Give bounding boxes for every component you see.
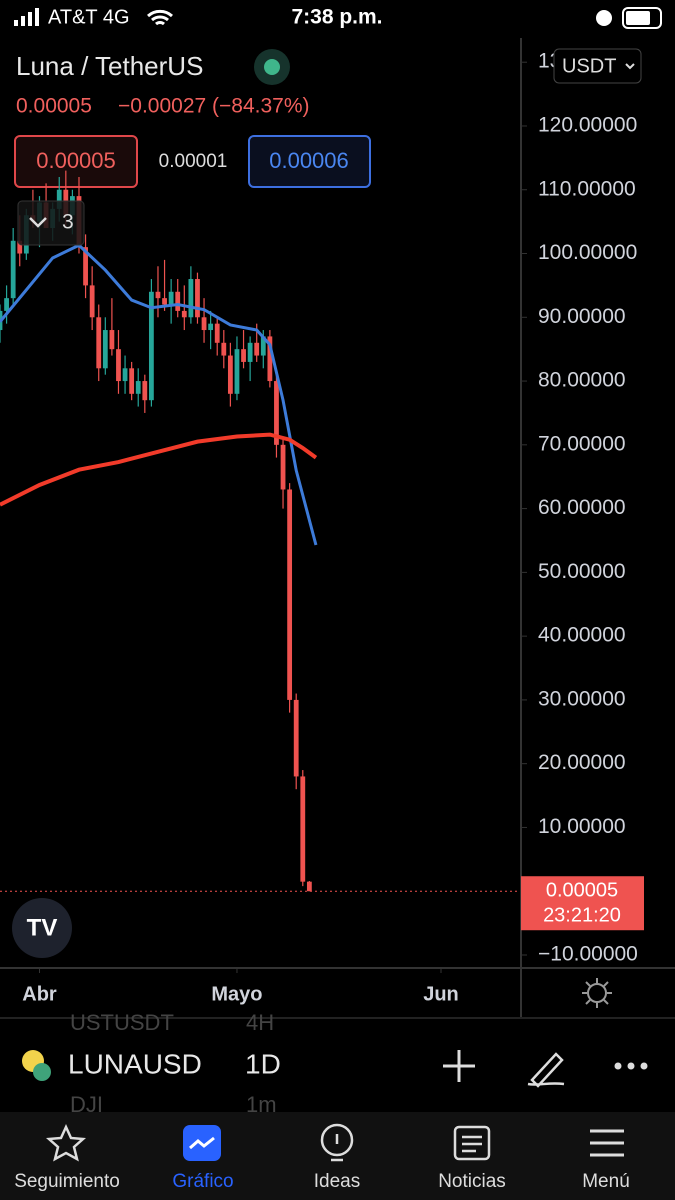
- candle-body: [306, 881, 312, 892]
- interval[interactable]: 1D: [245, 1048, 281, 1079]
- candle-body: [129, 368, 135, 394]
- y-tick-label: 50.00000: [538, 560, 626, 583]
- prev-symbol: USTUSDT: [70, 1010, 174, 1035]
- candle-body: [274, 381, 279, 445]
- y-tick-label: −10.00000: [538, 943, 638, 966]
- sell-button[interactable]: [14, 135, 138, 188]
- candle-body: [214, 323, 220, 343]
- bid[interactable]: 0.00005: [36, 148, 116, 173]
- candle-body: [234, 349, 240, 394]
- candle-body: [241, 349, 246, 362]
- clock: 7:38 p.m.: [291, 6, 382, 29]
- candle-body: [162, 298, 167, 305]
- tab-icon[interactable]: [45, 1123, 87, 1162]
- add-button[interactable]: [443, 1050, 475, 1082]
- candle-body: [247, 342, 253, 362]
- candle-body: [208, 323, 214, 331]
- y-tick-label: 90.00000: [538, 305, 626, 328]
- tab-label[interactable]: Gráfico: [172, 1171, 233, 1192]
- candle-body: [260, 336, 266, 356]
- indicators-toggle[interactable]: [17, 200, 85, 246]
- y-tick-label: 100.00000: [538, 241, 637, 264]
- moving-average: [0, 243, 318, 546]
- candle-body: [56, 189, 62, 209]
- candle-body: [201, 317, 207, 331]
- status-bar: AT&T 4G 7:38 p.m.: [14, 6, 662, 29]
- y-tick-label: 120.00000: [538, 114, 637, 137]
- candle-body: [181, 310, 187, 318]
- candle-body: [300, 776, 306, 882]
- settings-icon[interactable]: [582, 978, 612, 1008]
- candle-body: [109, 330, 115, 350]
- moving-average: [0, 432, 318, 507]
- tab-label[interactable]: Seguimiento: [14, 1171, 120, 1192]
- candle-body: [293, 699, 299, 777]
- x-tick-label: Mayo: [211, 983, 262, 1005]
- tv-logo[interactable]: [12, 898, 72, 958]
- y-tick-label: 20.00000: [538, 751, 626, 774]
- candle-body: [254, 342, 260, 356]
- candle-body: [116, 349, 121, 382]
- candle-body: [280, 444, 286, 490]
- candle-body: [135, 381, 141, 394]
- candle-body: [188, 279, 194, 318]
- y-tick-label: 10.00000: [538, 815, 626, 838]
- indicators-count[interactable]: 3: [62, 211, 74, 234]
- tab-label[interactable]: Menú: [582, 1171, 630, 1192]
- y-tick-label: 70.00000: [538, 432, 626, 455]
- tab-icon[interactable]: [590, 1129, 624, 1157]
- candle-body: [4, 298, 9, 311]
- candle-body: [148, 291, 154, 401]
- candle-body: [221, 342, 227, 356]
- spread: 0.00001: [159, 151, 228, 172]
- last-price-tag: [521, 876, 644, 931]
- candle-body: [195, 279, 200, 318]
- tab-icon[interactable]: [320, 1123, 354, 1157]
- y-tick-label: 30.00000: [538, 687, 626, 710]
- candle-body: [102, 330, 108, 369]
- candle-body: [89, 285, 95, 318]
- y-tick-label: 80.00000: [538, 369, 626, 392]
- draw-button[interactable]: [527, 1052, 565, 1088]
- symbol[interactable]: LUNAUSD: [68, 1048, 202, 1079]
- ask[interactable]: 0.00006: [269, 148, 349, 173]
- tab-label[interactable]: Noticias: [438, 1171, 506, 1192]
- last-price-label: 0.00005: [546, 880, 618, 902]
- candle-body: [168, 291, 174, 305]
- y-tick-label: 40.00000: [538, 624, 626, 647]
- price: 0.00005: [16, 95, 92, 118]
- candle-body: [96, 317, 102, 369]
- candle-body: [267, 336, 273, 382]
- candle-body: [122, 368, 128, 382]
- currency-button[interactable]: [553, 48, 642, 84]
- more-button[interactable]: [614, 1062, 648, 1070]
- y-tick-label: 60.00000: [538, 496, 626, 519]
- candle-body: [142, 381, 148, 401]
- tab-icon[interactable]: [453, 1125, 491, 1161]
- symbol-title: Luna / TetherUS: [16, 51, 203, 81]
- countdown: 23:21:20: [543, 905, 621, 927]
- candle-body: [287, 489, 293, 700]
- candle-body: [10, 240, 16, 299]
- currency[interactable]: USDT: [562, 55, 616, 77]
- logo-mark: TV: [27, 914, 58, 941]
- candle-body: [155, 291, 161, 299]
- candle-body: [227, 355, 233, 394]
- candle-body: [83, 247, 88, 286]
- prev-interval: 4H: [246, 1010, 274, 1035]
- tab-label[interactable]: Ideas: [314, 1171, 360, 1192]
- x-tick-label: Jun: [423, 983, 459, 1005]
- y-tick-label: 110.00000: [538, 177, 636, 200]
- x-tick-label: Abr: [22, 983, 57, 1005]
- candle-body: [17, 240, 23, 254]
- candle-body: [175, 291, 181, 311]
- axes: −10.00000 10.00000 20.00000 30.00000 40.0000…: [22, 50, 644, 1005]
- buy-button[interactable]: [248, 135, 371, 188]
- carrier: AT&T 4G: [48, 6, 130, 28]
- change: −0.00027 (−84.37%): [118, 95, 309, 118]
